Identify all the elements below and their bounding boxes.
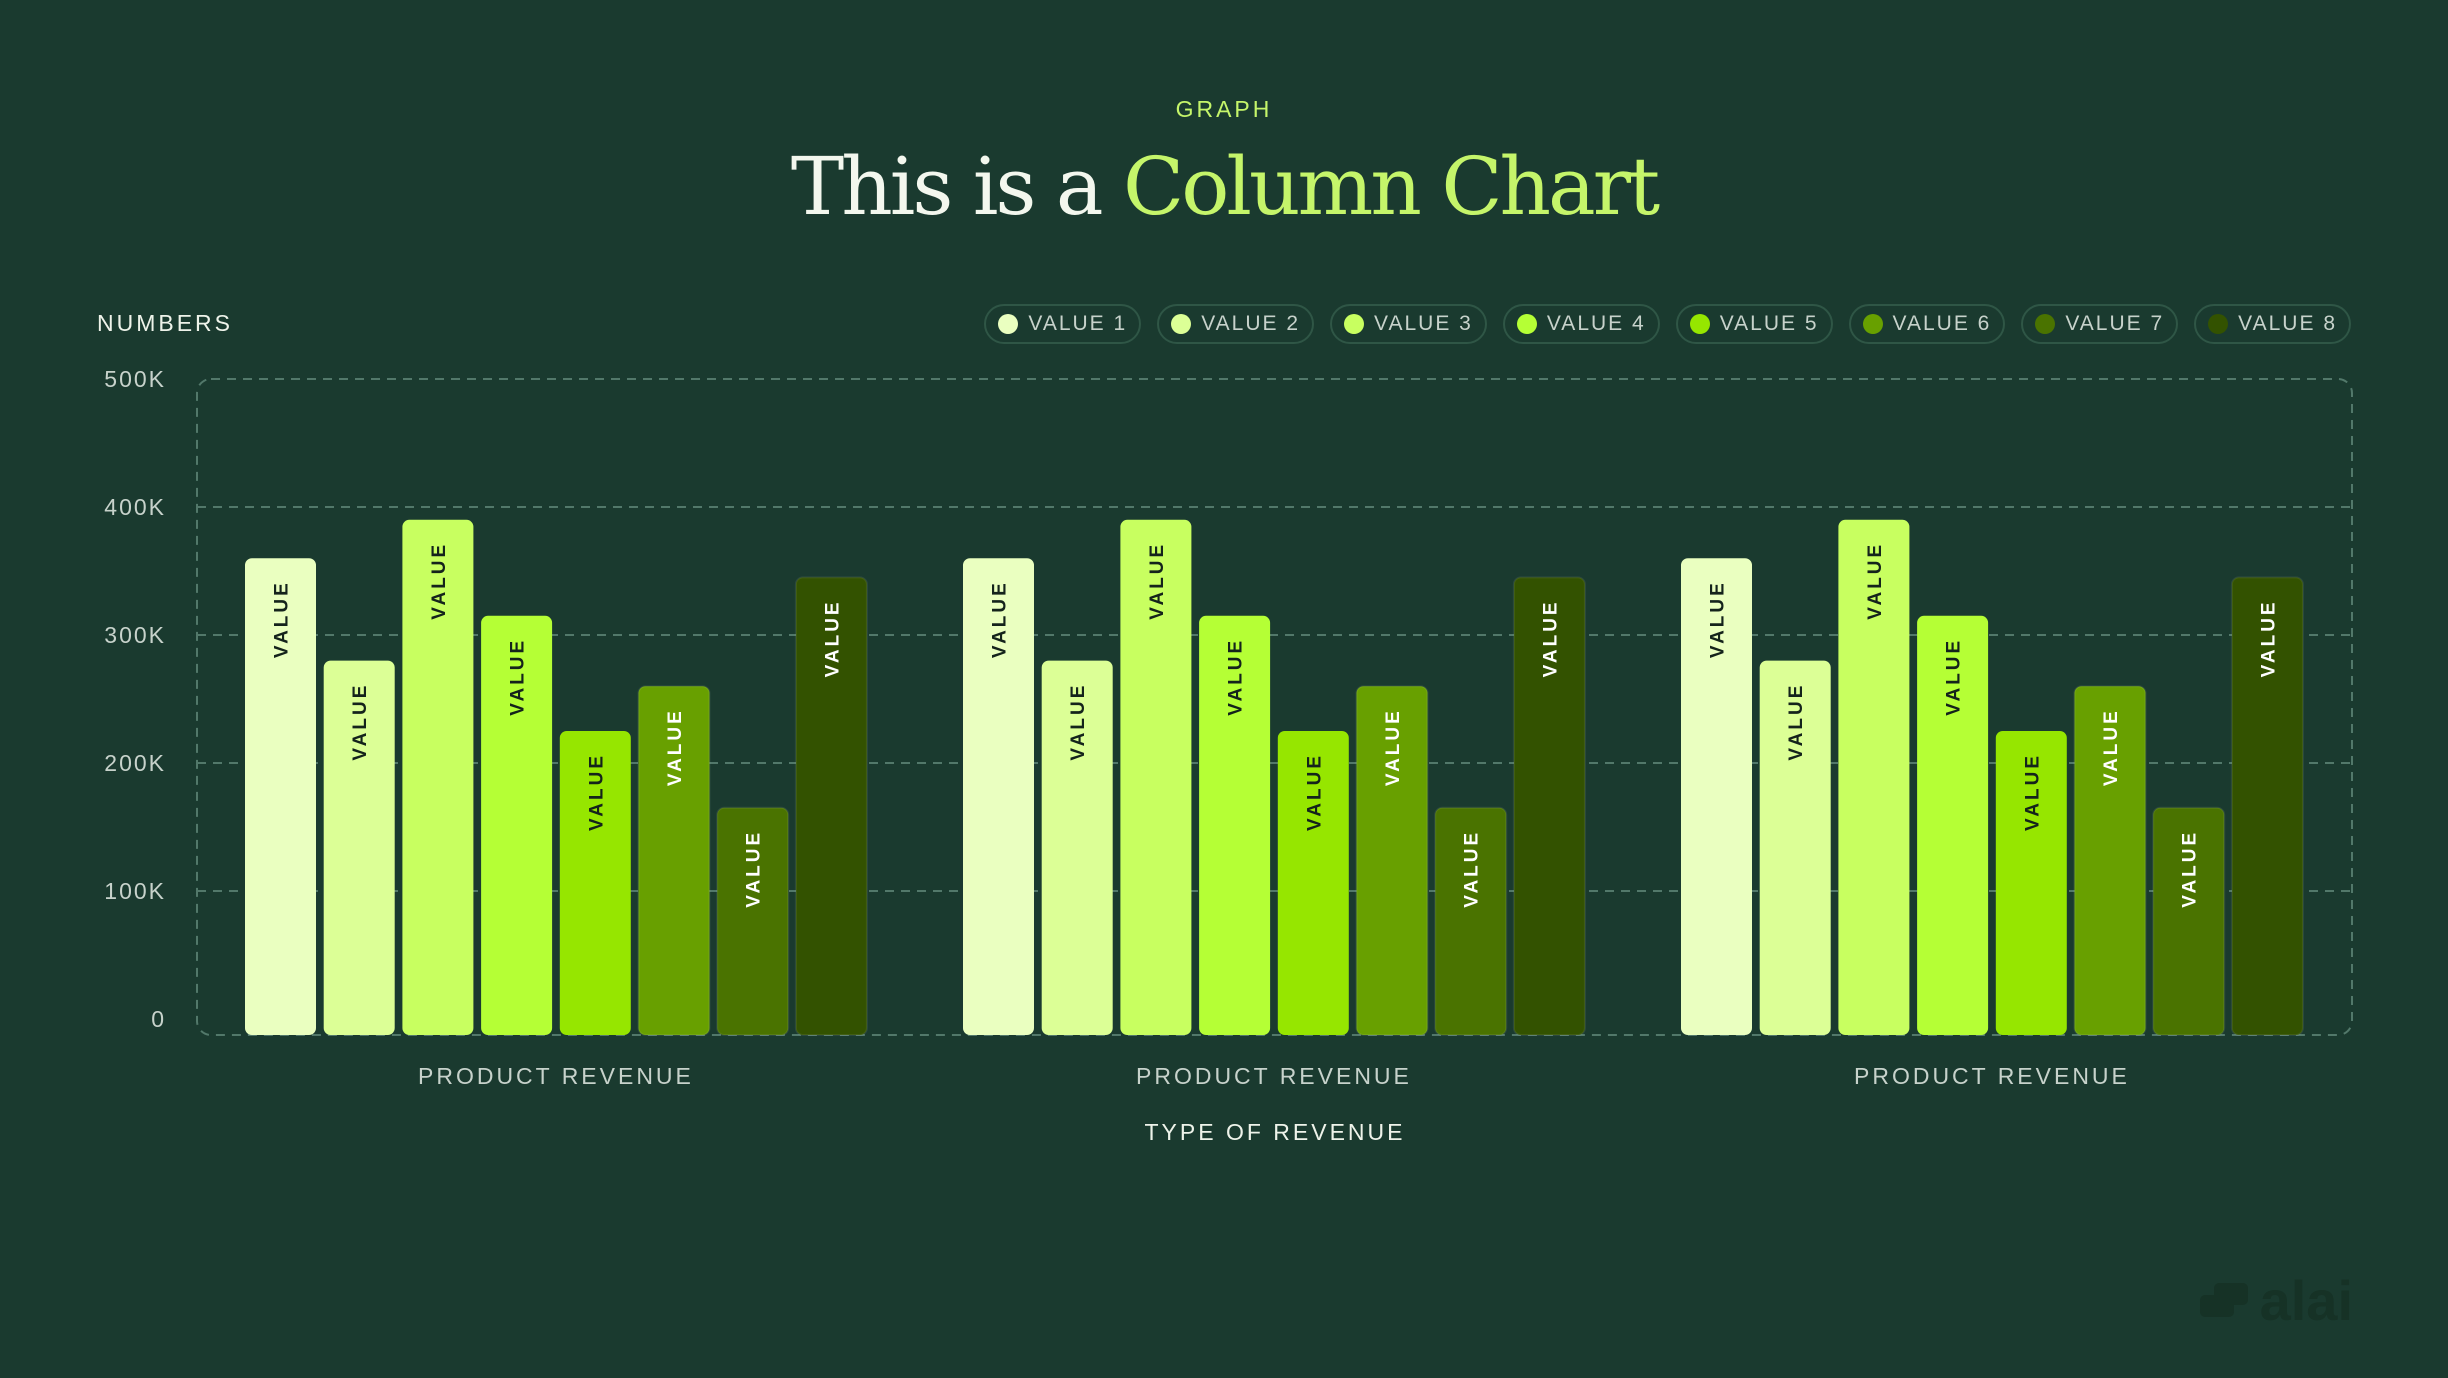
legend-item: VALUE 3 — [1330, 304, 1487, 344]
bar-label: VALUE — [744, 830, 765, 908]
bar — [637, 685, 711, 1036]
category-label: PRODUCT REVENUE — [1136, 1063, 1412, 1089]
legend-item: VALUE 6 — [1848, 304, 2006, 344]
bar — [481, 615, 553, 1035]
legend: VALUE 1 VALUE 2 VALUE 3 VALUE 4 VALUE 5 VALUE… — [984, 304, 2351, 344]
legend-swatch — [1516, 314, 1537, 334]
bar — [245, 558, 316, 1035]
alai-logo: alai — [2199, 1268, 2353, 1333]
bar — [1681, 558, 1752, 1035]
bar — [2073, 685, 2147, 1036]
bar-label: VALUE — [665, 708, 686, 786]
bar-label: VALUE — [1944, 638, 1965, 716]
bar — [963, 558, 1034, 1035]
bar — [1917, 615, 1989, 1035]
title-highlight: Column Chart — [1123, 140, 1660, 233]
bar — [1995, 731, 2067, 1035]
legend-label: VALUE 6 — [1892, 312, 1992, 335]
legend-item: VALUE 8 — [2194, 304, 2351, 344]
bar-label: VALUE — [1462, 830, 1483, 908]
legend-item: VALUE 5 — [1675, 304, 1833, 344]
chat-bubbles-icon — [2199, 1282, 2248, 1317]
bar-label: VALUE — [1068, 683, 1089, 761]
legend-label: VALUE 7 — [2065, 312, 2165, 335]
bar-label: VALUE — [1147, 542, 1168, 620]
bar — [1434, 806, 1508, 1036]
bar-label: VALUE — [1226, 638, 1247, 716]
category-label: PRODUCT REVENUE — [1854, 1063, 2130, 1089]
bar-label: VALUE — [2258, 599, 2279, 677]
logo-text: alai — [2259, 1269, 2353, 1332]
legend-swatch — [998, 314, 1019, 334]
bar — [1512, 576, 1586, 1037]
legend-swatch — [1171, 314, 1192, 334]
bar-label: VALUE — [2101, 708, 2122, 786]
legend-label: VALUE 2 — [1201, 312, 1301, 335]
bar-label: VALUE — [822, 599, 843, 677]
bar — [1759, 660, 1831, 1035]
bar — [1199, 615, 1271, 1035]
bar-label: VALUE — [1304, 753, 1325, 831]
y-tick-label: 300K — [104, 622, 166, 648]
legend-item: VALUE 7 — [2021, 304, 2179, 344]
legend-label: VALUE 4 — [1546, 312, 1646, 335]
bar-label: VALUE — [1540, 599, 1561, 677]
bar-label: VALUE — [1786, 683, 1807, 761]
y-tick-label: 500K — [104, 366, 166, 392]
bar — [2230, 576, 2304, 1037]
eyebrow-label: GRAPH — [1175, 96, 1273, 122]
y-tick-label: 100K — [104, 878, 166, 904]
bar-label: VALUE — [429, 542, 450, 620]
bar-label: VALUE — [272, 580, 293, 658]
bar-label: VALUE — [990, 580, 1011, 658]
bar-label: VALUE — [1383, 708, 1404, 786]
y-tick-label: 0 — [151, 1006, 166, 1032]
legend-swatch — [2035, 314, 2056, 334]
legend-swatch — [1689, 314, 1710, 334]
bar-label: VALUE — [508, 638, 529, 716]
x-axis-label: TYPE OF REVENUE — [1145, 1119, 1406, 1145]
legend-label: VALUE 1 — [1028, 312, 1128, 335]
y-axis-label: NUMBERS — [97, 310, 234, 336]
page-title: This is a Column Chart — [0, 140, 2448, 233]
plot-frame — [196, 378, 2353, 1036]
bar — [1838, 519, 1910, 1035]
bar — [1120, 519, 1192, 1035]
legend-item: VALUE 2 — [1157, 304, 1315, 344]
bar — [716, 806, 790, 1036]
title-plain: This is a — [790, 140, 1124, 233]
bar — [402, 519, 474, 1035]
bar-label: VALUE — [586, 753, 607, 831]
legend-item: VALUE 4 — [1502, 304, 1660, 344]
legend-swatch — [1862, 314, 1883, 334]
y-tick-label: 400K — [104, 494, 166, 520]
legend-swatch — [2208, 314, 2229, 334]
bar-label: VALUE — [350, 683, 371, 761]
bar — [2152, 806, 2226, 1036]
bar — [794, 576, 868, 1037]
bar-label: VALUE — [2180, 830, 2201, 908]
category-label: PRODUCT REVENUE — [418, 1063, 694, 1089]
legend-swatch — [1344, 314, 1365, 334]
bar — [323, 660, 395, 1035]
bar — [1277, 731, 1349, 1035]
bar-label: VALUE — [2022, 753, 2043, 831]
bar-label: VALUE — [1708, 580, 1729, 658]
legend-label: VALUE 8 — [2238, 312, 2337, 335]
bar-label: VALUE — [1865, 542, 1886, 620]
bar — [1355, 685, 1429, 1036]
legend-item: VALUE 1 — [984, 304, 1142, 344]
bar — [559, 731, 631, 1035]
bar — [1041, 660, 1113, 1035]
y-tick-label: 200K — [104, 750, 166, 776]
legend-label: VALUE 3 — [1374, 312, 1473, 335]
legend-label: VALUE 5 — [1719, 312, 1819, 335]
